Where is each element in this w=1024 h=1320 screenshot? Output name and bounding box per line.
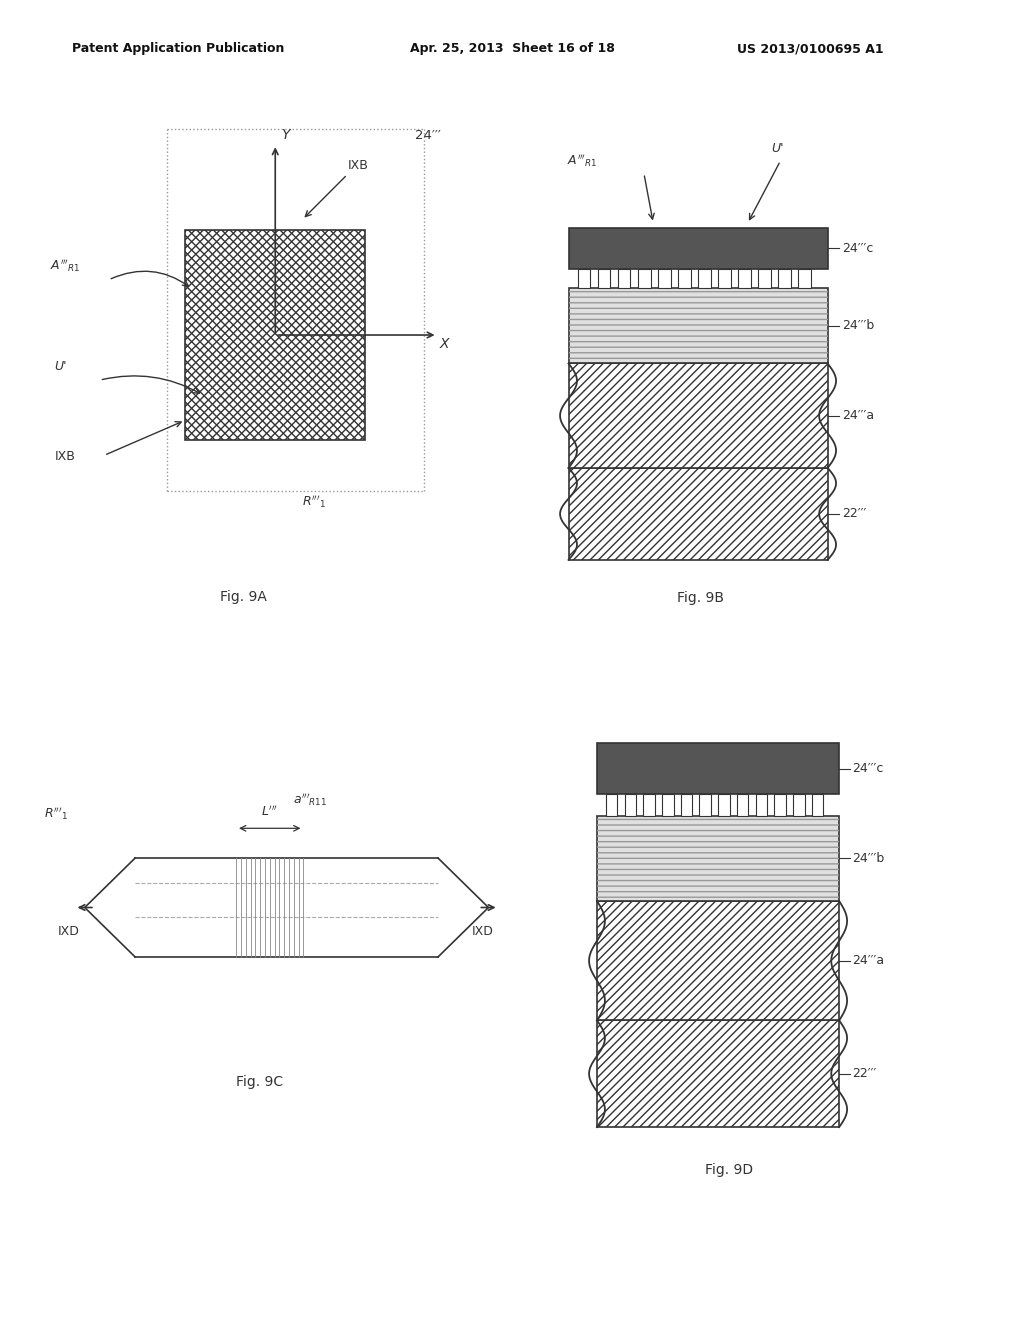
Bar — [597, 743, 840, 795]
Bar — [606, 795, 617, 816]
Text: $A'''_{R1}$: $A'''_{R1}$ — [567, 152, 598, 169]
Bar — [778, 269, 791, 288]
Text: US 2013/0100695 A1: US 2013/0100695 A1 — [737, 42, 884, 55]
Text: U': U' — [771, 143, 783, 156]
Text: Y: Y — [281, 128, 289, 141]
Text: 24′′′a: 24′′′a — [852, 954, 885, 968]
Bar — [597, 1020, 840, 1127]
Text: IXD: IXD — [472, 925, 494, 937]
Text: 22′′′: 22′′′ — [842, 507, 866, 520]
Bar — [774, 795, 785, 816]
Bar — [568, 467, 827, 560]
Text: $a'''_{R11}$: $a'''_{R11}$ — [293, 791, 328, 808]
Text: Patent Application Publication: Patent Application Publication — [72, 42, 284, 55]
Bar — [643, 795, 655, 816]
Text: 24′′′b: 24′′′b — [842, 319, 873, 333]
Bar — [568, 363, 827, 467]
Bar — [568, 288, 827, 363]
Text: Fig. 9B: Fig. 9B — [677, 590, 724, 605]
Text: 24′′′a: 24′′′a — [842, 409, 873, 422]
Bar — [738, 269, 751, 288]
Bar — [568, 288, 827, 363]
Bar — [598, 269, 610, 288]
Bar — [678, 269, 690, 288]
Text: $R'''_{1}$: $R'''_{1}$ — [302, 494, 327, 510]
Bar — [597, 902, 840, 1020]
Bar — [658, 269, 671, 288]
Bar — [597, 902, 840, 1020]
Text: IXB: IXB — [54, 450, 76, 463]
Bar — [568, 363, 827, 467]
Bar — [597, 816, 840, 902]
Bar — [597, 1020, 840, 1127]
Text: X: X — [439, 337, 450, 351]
Bar — [737, 795, 749, 816]
Bar — [185, 230, 366, 441]
Bar — [681, 795, 692, 816]
Bar — [662, 795, 674, 816]
Bar — [578, 269, 591, 288]
Bar — [638, 269, 650, 288]
Text: 24′′′b: 24′′′b — [852, 851, 885, 865]
Bar — [618, 269, 631, 288]
Bar — [793, 795, 805, 816]
Text: $A'''_{R1}$: $A'''_{R1}$ — [50, 257, 81, 275]
Text: 24′′′c: 24′′′c — [842, 242, 873, 255]
Text: 22′′′: 22′′′ — [852, 1068, 877, 1080]
Bar — [568, 467, 827, 560]
Text: U': U' — [54, 360, 67, 374]
Text: Fig. 9A: Fig. 9A — [220, 590, 267, 603]
Bar — [625, 795, 636, 816]
Bar — [568, 227, 827, 269]
Text: Fig. 9D: Fig. 9D — [706, 1163, 753, 1177]
Bar — [812, 795, 823, 816]
Text: Fig. 9C: Fig. 9C — [237, 1074, 284, 1089]
Bar — [798, 269, 811, 288]
Text: 24′′′c: 24′′′c — [852, 763, 884, 775]
Text: 24′′′: 24′′′ — [415, 129, 440, 143]
Text: IXD: IXD — [57, 925, 80, 937]
Bar — [597, 816, 840, 902]
Bar — [718, 795, 730, 816]
Bar — [718, 269, 730, 288]
Text: Apr. 25, 2013  Sheet 16 of 18: Apr. 25, 2013 Sheet 16 of 18 — [410, 42, 614, 55]
Bar — [698, 269, 711, 288]
Bar — [699, 795, 711, 816]
Bar — [185, 230, 366, 441]
Text: IXB: IXB — [347, 160, 369, 173]
Text: $R'''_{1}$: $R'''_{1}$ — [44, 807, 69, 822]
Bar — [756, 795, 767, 816]
Bar — [758, 269, 771, 288]
Text: $L'''$: $L'''$ — [261, 804, 279, 818]
